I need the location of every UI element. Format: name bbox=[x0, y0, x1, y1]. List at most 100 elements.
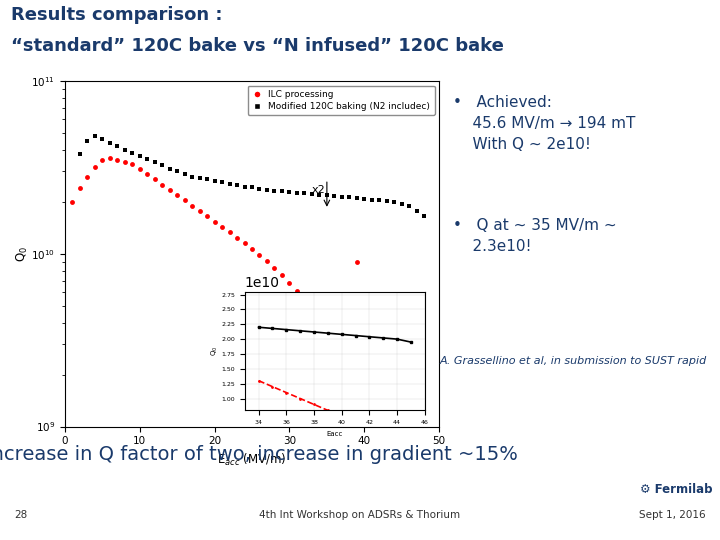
Modified 120C baking (N2 includec) bbox=[397, 200, 406, 207]
Modified 120C baking (N2 includec) bbox=[353, 195, 361, 201]
Modified 120C baking (N2 includec) bbox=[367, 197, 376, 203]
Modified 120C baking (N2 includec) bbox=[307, 191, 316, 197]
Text: “standard” 120C bake vs “N infused” 120C bake: “standard” 120C bake vs “N infused” 120C… bbox=[11, 37, 504, 55]
X-axis label: E$_{acc}$ (MV/m): E$_{acc}$ (MV/m) bbox=[217, 452, 287, 468]
Modified 120C baking (N2 includec) bbox=[173, 168, 181, 174]
Modified 120C baking (N2 includec) bbox=[113, 143, 122, 150]
Text: x2: x2 bbox=[312, 185, 325, 194]
Modified 120C baking (N2 includec) bbox=[195, 174, 204, 181]
ILC processing bbox=[240, 240, 249, 247]
Text: 28: 28 bbox=[14, 510, 27, 519]
Modified 120C baking (N2 includec) bbox=[300, 190, 309, 197]
ILC processing bbox=[248, 246, 256, 252]
ILC processing bbox=[323, 334, 331, 340]
Modified 120C baking (N2 includec) bbox=[292, 190, 301, 196]
Modified 120C baking (N2 includec) bbox=[203, 176, 212, 183]
ILC processing bbox=[225, 229, 234, 235]
ILC processing bbox=[166, 186, 174, 193]
Modified 120C baking (N2 includec) bbox=[375, 197, 384, 204]
ILC processing bbox=[307, 307, 316, 314]
Modified 120C baking (N2 includec) bbox=[248, 184, 256, 191]
ILC processing bbox=[158, 182, 166, 188]
Text: •   Q at ~ 35 MV/m ~
    2.3e10!: • Q at ~ 35 MV/m ~ 2.3e10! bbox=[454, 218, 617, 254]
Modified 120C baking (N2 includec) bbox=[188, 173, 197, 180]
ILC processing bbox=[180, 197, 189, 203]
Modified 120C baking (N2 includec) bbox=[233, 182, 241, 188]
Modified 120C baking (N2 includec) bbox=[166, 166, 174, 172]
ILC processing bbox=[270, 265, 279, 271]
ILC processing bbox=[233, 234, 241, 241]
ILC processing bbox=[173, 191, 181, 198]
Modified 120C baking (N2 includec) bbox=[143, 156, 151, 162]
Modified 120C baking (N2 includec) bbox=[323, 192, 331, 199]
Modified 120C baking (N2 includec) bbox=[270, 187, 279, 194]
Modified 120C baking (N2 includec) bbox=[128, 150, 137, 156]
Text: A. Grassellino et al, in submission to SUST rapid: A. Grassellino et al, in submission to S… bbox=[439, 356, 706, 366]
Modified 120C baking (N2 includec) bbox=[135, 152, 144, 159]
ILC processing bbox=[76, 185, 84, 191]
ILC processing bbox=[143, 171, 151, 177]
ILC processing bbox=[315, 319, 324, 326]
ILC processing bbox=[292, 288, 301, 294]
Modified 120C baking (N2 includec) bbox=[83, 138, 91, 144]
ILC processing bbox=[188, 202, 197, 209]
ILC processing bbox=[217, 224, 226, 230]
ILC processing bbox=[68, 199, 76, 205]
Modified 120C baking (N2 includec) bbox=[76, 150, 84, 157]
Text: Sept 1, 2016: Sept 1, 2016 bbox=[639, 510, 706, 519]
Modified 120C baking (N2 includec) bbox=[285, 188, 294, 195]
ILC processing bbox=[338, 364, 346, 370]
ILC processing bbox=[113, 157, 122, 163]
Legend: ILC processing, Modified 120C baking (N2 includec): ILC processing, Modified 120C baking (N2… bbox=[248, 85, 435, 115]
ILC processing bbox=[128, 161, 137, 167]
Text: Increase in Q factor of two, increase in gradient ~15%: Increase in Q factor of two, increase in… bbox=[0, 444, 518, 464]
ILC processing bbox=[345, 379, 354, 386]
ILC processing bbox=[203, 213, 212, 219]
Modified 120C baking (N2 includec) bbox=[158, 162, 166, 168]
ILC processing bbox=[285, 280, 294, 286]
ILC processing bbox=[135, 166, 144, 172]
Modified 120C baking (N2 includec) bbox=[180, 171, 189, 177]
ILC processing bbox=[120, 159, 129, 165]
Y-axis label: Q$_0$: Q$_0$ bbox=[210, 346, 220, 356]
Modified 120C baking (N2 includec) bbox=[345, 194, 354, 201]
ILC processing bbox=[278, 272, 287, 279]
Modified 120C baking (N2 includec) bbox=[360, 195, 369, 202]
Modified 120C baking (N2 includec) bbox=[225, 180, 234, 187]
Line: ILC processing: ILC processing bbox=[70, 155, 359, 385]
Modified 120C baking (N2 includec) bbox=[405, 203, 413, 210]
Modified 120C baking (N2 includec) bbox=[150, 159, 159, 165]
Modified 120C baking (N2 includec) bbox=[210, 178, 219, 184]
Modified 120C baking (N2 includec) bbox=[338, 193, 346, 200]
ILC processing bbox=[195, 207, 204, 214]
Modified 120C baking (N2 includec) bbox=[240, 183, 249, 190]
Modified 120C baking (N2 includec) bbox=[413, 207, 421, 214]
Modified 120C baking (N2 includec) bbox=[278, 188, 287, 194]
ILC processing bbox=[83, 173, 91, 180]
ILC processing bbox=[300, 297, 309, 303]
ILC processing bbox=[210, 219, 219, 225]
Modified 120C baking (N2 includec) bbox=[217, 179, 226, 185]
Modified 120C baking (N2 includec) bbox=[91, 133, 99, 139]
Modified 120C baking (N2 includec) bbox=[105, 139, 114, 146]
ILC processing bbox=[263, 258, 271, 264]
Modified 120C baking (N2 includec) bbox=[390, 199, 399, 205]
ILC processing bbox=[150, 176, 159, 183]
Text: ⚙ Fermilab: ⚙ Fermilab bbox=[640, 483, 713, 496]
Modified 120C baking (N2 includec) bbox=[263, 186, 271, 193]
Modified 120C baking (N2 includec) bbox=[255, 185, 264, 192]
Text: •   Achieved:
    45.6 MV/m → 194 mT
    With Q ~ 2e10!: • Achieved: 45.6 MV/m → 194 mT With Q ~ … bbox=[454, 95, 636, 152]
ILC processing bbox=[330, 349, 338, 355]
Modified 120C baking (N2 includec) bbox=[315, 191, 324, 198]
X-axis label: Eacc: Eacc bbox=[327, 431, 343, 437]
Modified 120C baking (N2 includec) bbox=[330, 193, 338, 199]
Y-axis label: Q$_0$: Q$_0$ bbox=[14, 246, 30, 262]
Line: Modified 120C baking (N2 includec): Modified 120C baking (N2 includec) bbox=[77, 134, 427, 219]
ILC processing bbox=[98, 157, 107, 163]
ILC processing bbox=[353, 259, 361, 265]
ILC processing bbox=[255, 251, 264, 258]
Modified 120C baking (N2 includec) bbox=[98, 136, 107, 143]
Modified 120C baking (N2 includec) bbox=[420, 213, 428, 219]
Text: 4th Int Workshop on ADSRs & Thorium: 4th Int Workshop on ADSRs & Thorium bbox=[259, 510, 461, 519]
ILC processing bbox=[105, 154, 114, 161]
